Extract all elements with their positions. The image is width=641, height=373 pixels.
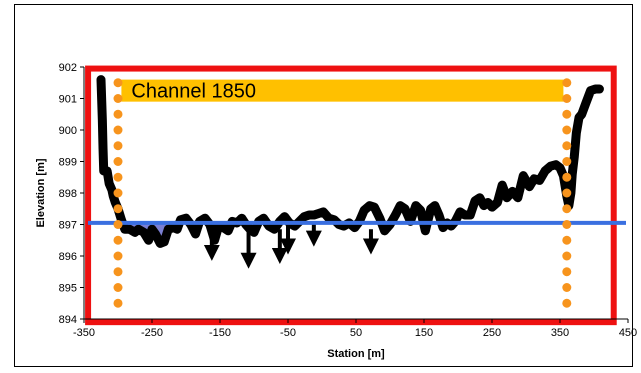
right-bank-marker xyxy=(562,94,572,103)
right-bank-marker xyxy=(562,141,572,151)
x-tick-label: -250 xyxy=(141,327,163,339)
left-bank-marker xyxy=(113,125,123,135)
x-tick-label: 450 xyxy=(619,327,637,339)
right-bank-marker xyxy=(562,267,572,277)
right-bank-marker xyxy=(562,125,572,135)
y-tick-label: 894 xyxy=(59,314,77,326)
x-tick-label: 250 xyxy=(483,327,501,339)
y-tick-label: 897 xyxy=(59,220,77,232)
x-tick-label: -150 xyxy=(209,327,231,339)
left-bank-marker xyxy=(113,267,123,277)
y-axis-title: Elevation [m] xyxy=(35,158,47,227)
right-bank-marker xyxy=(562,251,572,261)
right-bank-marker xyxy=(562,204,572,214)
left-bank-marker xyxy=(113,78,123,88)
right-bank-marker xyxy=(562,109,572,119)
plot-area xyxy=(85,65,626,326)
left-bank-marker xyxy=(113,141,123,151)
left-bank-marker xyxy=(113,109,123,119)
channel-banner xyxy=(121,79,564,102)
left-bank-marker xyxy=(113,188,123,198)
y-tick-label: 898 xyxy=(59,188,77,200)
left-bank-marker xyxy=(113,172,123,182)
right-bank-marker xyxy=(562,235,572,245)
right-bank-marker xyxy=(562,157,572,166)
x-tick-label: 50 xyxy=(350,327,362,339)
left-bank-marker xyxy=(113,298,123,308)
left-bank-marker xyxy=(113,220,123,229)
y-tick-label: 896 xyxy=(59,251,77,263)
y-tick-label: 900 xyxy=(59,125,77,137)
y-tick-label: 901 xyxy=(59,94,77,106)
left-bank-marker xyxy=(113,94,123,103)
y-tick-label: 902 xyxy=(59,62,77,74)
channel-label: Channel 1850 xyxy=(131,81,256,103)
right-bank-marker xyxy=(562,298,572,308)
y-tick-label: 895 xyxy=(59,283,77,295)
right-bank-marker xyxy=(562,78,572,88)
axes: 894 895 896 897 898 899 900 901 902 -350 -250 -150 -… xyxy=(59,62,638,339)
x-tick-label: 150 xyxy=(415,327,433,339)
x-tick-label: 350 xyxy=(551,327,569,339)
left-bank-marker xyxy=(113,283,123,292)
right-bank-marker xyxy=(562,283,572,292)
left-bank-marker xyxy=(113,251,123,261)
left-bank-marker xyxy=(113,235,123,245)
channel-extent-box xyxy=(85,65,617,326)
right-bank-marker xyxy=(562,188,572,198)
y-tick-label: 899 xyxy=(59,157,77,169)
right-bank-marker xyxy=(562,220,572,229)
x-tick-label: -350 xyxy=(73,327,95,339)
left-bank-marker xyxy=(113,157,123,166)
x-tick-label: -50 xyxy=(280,327,296,339)
x-axis-title: Station [m] xyxy=(327,348,385,360)
terrain-profile-line xyxy=(96,75,604,248)
right-bank-marker xyxy=(562,172,572,182)
left-bank-marker xyxy=(113,204,123,214)
